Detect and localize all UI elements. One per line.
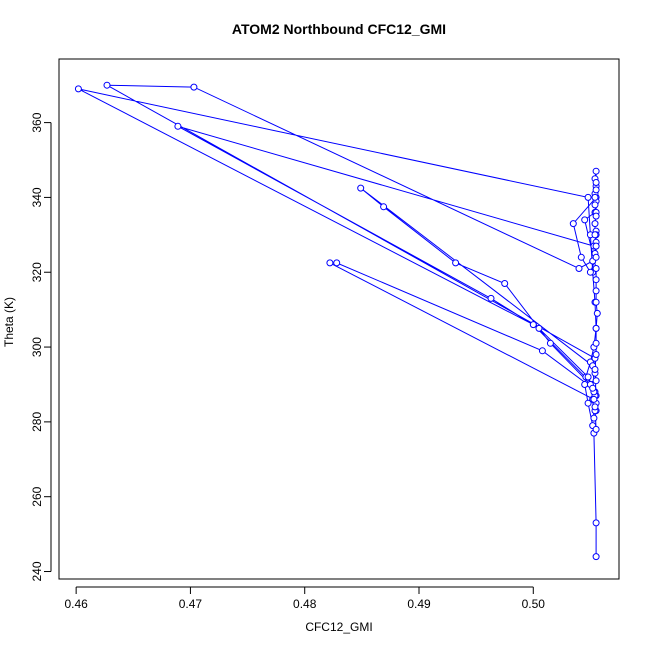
x-axis-label: CFC12_GMI [305, 620, 372, 634]
data-point [501, 280, 509, 287]
y-tick-label: 320 [30, 262, 44, 282]
y-axis: 240 260 280 300 320 340 360 [30, 112, 52, 582]
data-point [581, 216, 589, 224]
data-point [592, 242, 600, 250]
x-tick-label: 0.48 [293, 597, 317, 611]
data-point [584, 193, 592, 201]
data-point [103, 81, 111, 89]
data-point [592, 212, 600, 220]
data-point [592, 276, 600, 284]
data-point [577, 253, 585, 261]
plot-area [74, 81, 601, 561]
data-point [592, 377, 600, 385]
data-point [593, 309, 601, 317]
data-point [592, 425, 600, 433]
data-point [590, 395, 598, 403]
data-point [592, 179, 600, 186]
data-point [592, 298, 600, 306]
y-tick-label: 360 [30, 112, 44, 132]
data-point [333, 259, 341, 267]
data-point [584, 373, 592, 381]
data-point [592, 553, 600, 561]
data-point [74, 85, 82, 93]
data-point [174, 122, 182, 130]
data-point [592, 265, 600, 272]
x-tick-label: 0.47 [179, 597, 203, 611]
data-point [591, 201, 599, 209]
data-point [581, 381, 589, 388]
y-axis-label: Theta (K) [2, 297, 16, 347]
data-point [584, 399, 592, 407]
data-point [575, 265, 583, 272]
data-point [569, 220, 577, 228]
data-point [357, 184, 365, 192]
data-point [591, 231, 599, 239]
x-tick-label: 0.50 [522, 597, 546, 611]
data-point [538, 347, 546, 355]
data-point [535, 324, 543, 332]
data-point [592, 519, 600, 527]
y-tick-label: 300 [30, 337, 44, 357]
data-point [546, 339, 554, 347]
chart-title: ATOM2 Northbound CFC12_GMI [232, 21, 446, 37]
data-point [190, 83, 198, 91]
x-tick-label: 0.49 [407, 597, 431, 611]
data-point [452, 259, 460, 267]
data-point [326, 259, 334, 267]
data-point [487, 294, 495, 302]
data-point [591, 403, 599, 411]
data-point [592, 339, 600, 347]
data-point [592, 167, 600, 175]
y-tick-label: 340 [30, 187, 44, 207]
data-point [529, 321, 537, 329]
x-axis: 0.46 0.47 0.48 0.49 0.50 [64, 586, 546, 611]
y-tick-label: 260 [30, 486, 44, 506]
data-point [380, 203, 388, 211]
data-point [592, 351, 600, 358]
data-point [586, 268, 594, 276]
data-point [590, 414, 598, 422]
x-tick-label: 0.46 [64, 597, 88, 611]
y-tick-label: 280 [30, 412, 44, 432]
data-point [592, 186, 600, 194]
data-point [591, 220, 599, 228]
data-point [591, 193, 599, 201]
data-point [592, 287, 600, 295]
data-point [592, 253, 600, 261]
data-point [589, 384, 597, 392]
plot-frame [58, 58, 620, 580]
data-point [591, 366, 599, 373]
data-point [592, 324, 600, 332]
series-line [78, 84, 598, 557]
y-tick-label: 240 [30, 561, 44, 581]
